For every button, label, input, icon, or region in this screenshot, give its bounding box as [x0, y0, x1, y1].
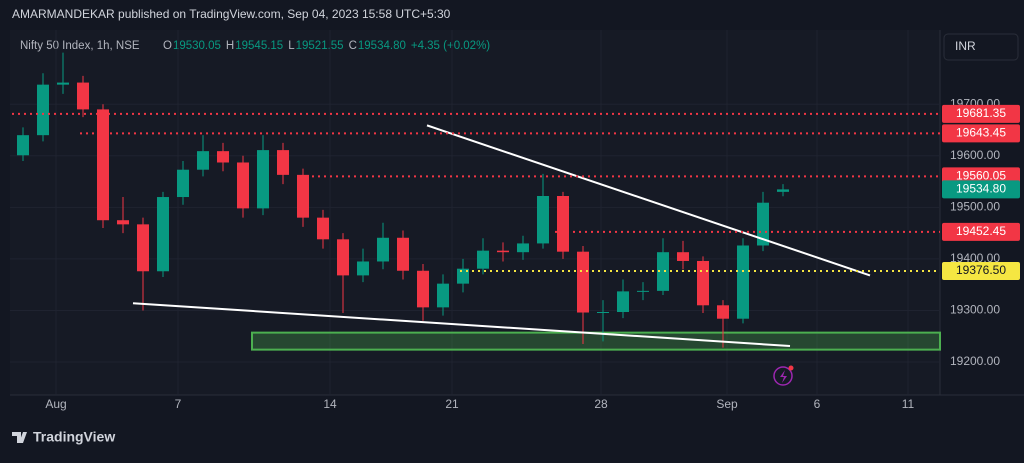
y-tick-label: 19500.00 — [950, 200, 1000, 214]
y-tick-label: 19600.00 — [950, 148, 1000, 162]
level-badge — [942, 222, 1020, 241]
y-tick-label: 19400.00 — [950, 251, 1000, 265]
x-tick-label: 7 — [175, 397, 182, 411]
candle-body — [677, 252, 689, 261]
candle-body — [457, 268, 469, 284]
candle-body — [597, 311, 609, 313]
candle-body — [177, 169, 189, 198]
level-label: 19681.35 — [956, 106, 1006, 120]
trendline — [132, 302, 791, 348]
ohlc-key: O — [163, 40, 172, 52]
alert-icon[interactable] — [773, 365, 794, 386]
logo: TradingView — [12, 429, 115, 445]
level-label: 19643.45 — [956, 126, 1006, 140]
candle-body — [217, 151, 229, 163]
candle-body — [157, 197, 169, 272]
candle-body — [317, 217, 329, 240]
candle-body — [557, 196, 569, 252]
candle-body — [377, 237, 389, 262]
candle-body — [497, 250, 509, 253]
level-label: 19560.05 — [956, 169, 1006, 183]
x-tick-label: 28 — [594, 397, 608, 411]
level-label: 19452.45 — [956, 224, 1006, 238]
candle-body — [737, 245, 749, 319]
ohlc-value: 19530.05 — [173, 40, 221, 52]
candle-body — [577, 251, 589, 313]
x-tick-label: 14 — [323, 397, 337, 411]
x-tick-label: Sep — [716, 397, 738, 411]
last-price-label: 19534.80 — [956, 182, 1006, 196]
level-badge — [942, 104, 1020, 123]
candle-body — [37, 84, 49, 136]
level-badge — [942, 124, 1020, 143]
currency-label[interactable]: INR — [955, 39, 976, 53]
x-tick-label: 11 — [902, 397, 915, 411]
zone — [251, 331, 941, 351]
symbol: Nifty 50 Index, 1h, NSE — [20, 40, 140, 52]
ohlc-value: 19545.15 — [235, 40, 283, 52]
level-label: 19376.50 — [956, 263, 1006, 277]
publisher-line: AMARMANDEKAR published on TradingView.co… — [12, 7, 451, 21]
y-tick-label: 19300.00 — [950, 303, 1000, 317]
last-price-badge — [942, 180, 1020, 199]
candle-body — [77, 82, 89, 110]
candle-body — [17, 135, 29, 156]
logo-mark — [12, 432, 27, 443]
candle-body — [697, 260, 709, 306]
candle-body — [757, 202, 769, 246]
logo-text: TradingView — [33, 429, 115, 445]
trendline — [426, 124, 871, 277]
alert-dot[interactable] — [788, 365, 794, 371]
candle-body — [417, 270, 429, 308]
candle-body — [657, 252, 669, 291]
ohlc-key: L — [288, 40, 295, 52]
candle-body — [617, 291, 629, 312]
candle-body — [257, 150, 269, 209]
candle-body — [337, 239, 349, 276]
candle-body — [637, 290, 649, 292]
ohlc-key: H — [226, 40, 234, 52]
candle-body — [197, 151, 209, 170]
candle-body — [57, 82, 69, 85]
ohlc-key: C — [349, 40, 357, 52]
candle-body — [437, 283, 449, 308]
ohlc-change: +4.35 (+0.02%) — [411, 40, 490, 52]
level-badge — [942, 262, 1020, 281]
candle-body — [517, 243, 529, 253]
x-tick-label: 6 — [814, 397, 821, 411]
currency-button[interactable] — [943, 33, 1019, 61]
candle-body — [97, 109, 109, 221]
alert-bolt[interactable] — [780, 370, 787, 383]
candle-body — [397, 237, 409, 271]
x-tick-label: 21 — [445, 397, 459, 411]
candle-body — [357, 261, 369, 276]
candle-body — [137, 224, 149, 272]
candle-body — [237, 162, 249, 209]
ohlc-legend: O 19530.05 H 19545.15 L 19521.55 C 19534.80 +4.3… — [163, 40, 490, 52]
y-tick-label: 19200.00 — [950, 354, 1000, 368]
candle-body — [537, 196, 549, 244]
x-tick-label: Aug — [45, 397, 66, 411]
candle-body — [297, 174, 309, 218]
ohlc-value: 19534.80 — [358, 40, 406, 52]
candle-body — [717, 305, 729, 319]
alert-ring[interactable] — [773, 366, 793, 386]
candle-body — [777, 189, 789, 192]
ohlc-value: 19521.55 — [296, 40, 344, 52]
candle-body — [477, 250, 489, 269]
candle-body — [277, 150, 289, 175]
candle-body — [117, 220, 129, 225]
